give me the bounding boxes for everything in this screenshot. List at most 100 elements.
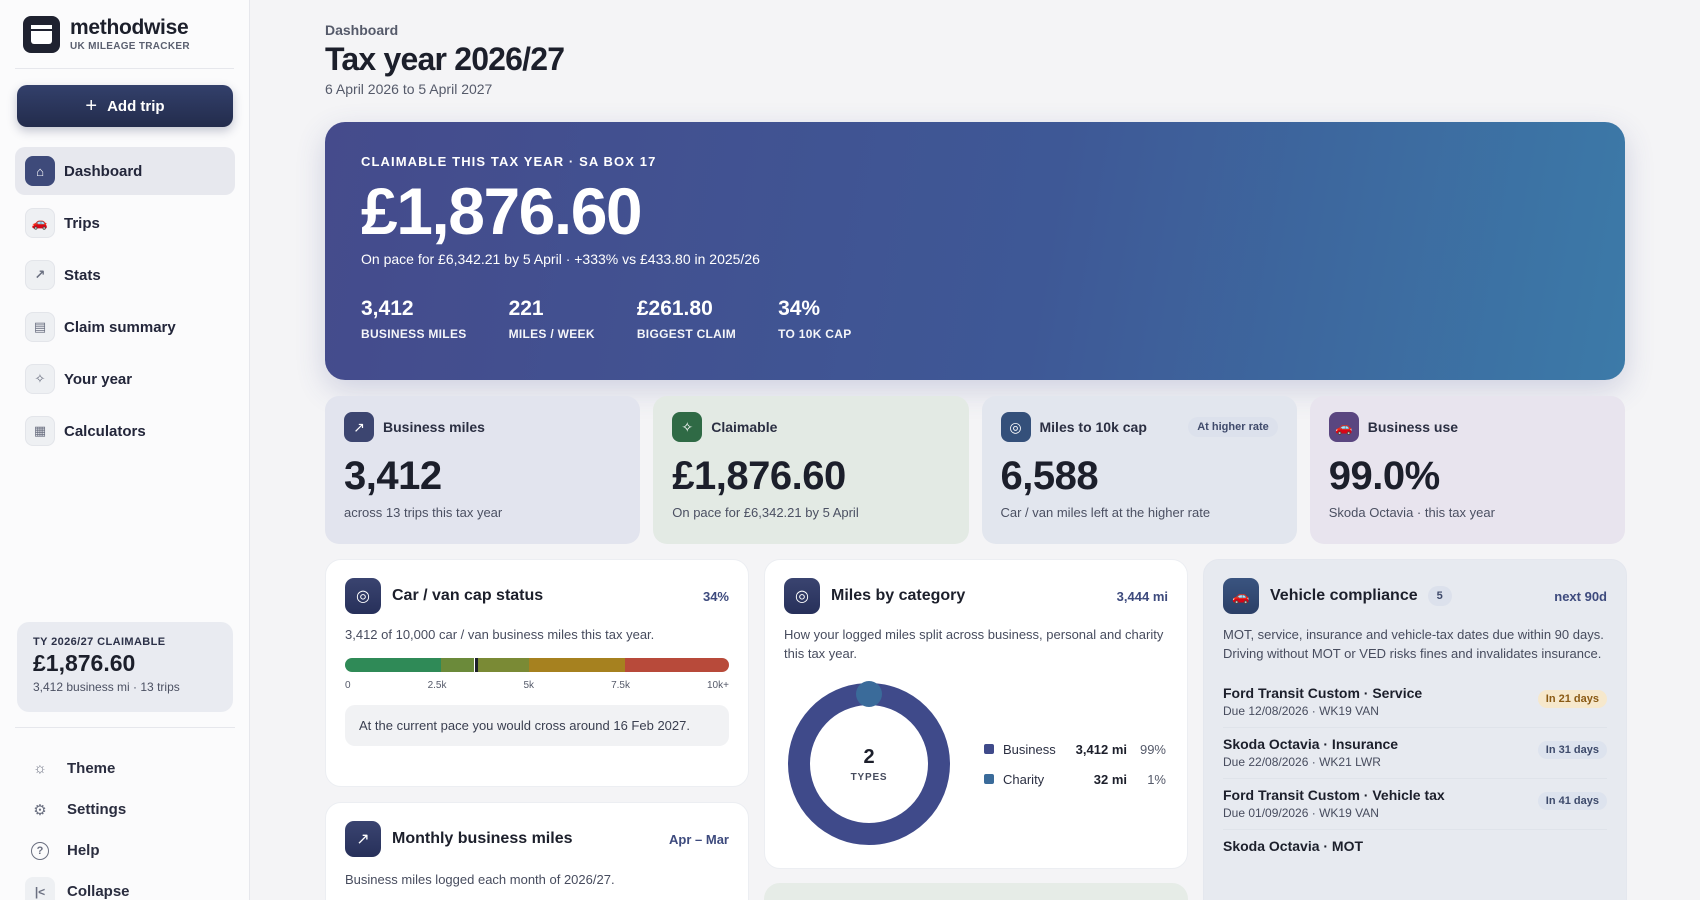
car-icon: 🚗 [1223, 578, 1259, 614]
sidebar-item-dashboard[interactable]: ⌂ Dashboard [15, 147, 235, 195]
page-subtitle: 6 April 2026 to 5 April 2027 [325, 81, 493, 97]
claimable-summary-sub: 3,412 business mi · 13 trips [33, 680, 180, 694]
hero-stat-value: 3,412 [361, 297, 414, 320]
cap-status-card: ◎ Car / van cap status 34% 3,412 of 10,0… [325, 559, 749, 787]
kpi-value: 6,588 [1000, 454, 1099, 498]
cap-percent: 34% [702, 588, 729, 604]
help-button[interactable]: ? Help [25, 830, 130, 871]
hero-stat-value: £261.80 [636, 297, 713, 320]
card-title: Monthly business miles [392, 830, 573, 847]
kpi-value: 3,412 [344, 454, 442, 498]
hero-stat: £261.80 BIGGEST CLAIM [637, 297, 736, 341]
cap-progress-marker [475, 657, 479, 672]
cap-bar-segment [625, 657, 729, 672]
compliance-item-name: Ford Transit Custom · Vehicle tax [1223, 787, 1445, 803]
count-badge: 5 [1427, 586, 1452, 606]
claimable-hero: CLAIMABLE THIS TAX YEAR · SA BOX 17 £1,8… [325, 122, 1625, 380]
kpi-business-use[interactable]: 🚗 Business use 99.0% Skoda Octavia · thi… [1309, 396, 1625, 544]
sidebar-item-trips[interactable]: 🚗 Trips [15, 199, 235, 247]
compliance-item-due: Due 12/08/2026 · WK19 VAN [1223, 704, 1379, 718]
next-card-preview [764, 883, 1188, 900]
add-trip-button[interactable]: + Add trip [17, 85, 233, 127]
home-icon: ⌂ [25, 156, 55, 186]
sidebar-item-stats[interactable]: ↗ Stats [15, 251, 235, 299]
chart-legend: Business 3,412 mi 99% Charity 32 mi 1% [984, 734, 1166, 794]
settings-button[interactable]: ⚙ Settings [25, 789, 130, 830]
theme-button[interactable]: ☼ Theme [25, 748, 130, 789]
sidebar-divider [15, 727, 235, 728]
kpi-miles-to-cap[interactable]: ◎ Miles to 10k cap At higher rate 6,588 … [981, 396, 1297, 544]
help-icon: ? [31, 841, 49, 860]
compliance-window: next 90d [1554, 588, 1607, 604]
donut-center-value: 2 [863, 745, 875, 768]
compliance-item-due: Due 01/09/2026 · WK19 VAN [1223, 806, 1379, 820]
gear-icon: ⚙ [33, 801, 47, 819]
plus-icon: + [85, 94, 98, 117]
cap-bar-segment [475, 657, 530, 672]
cap-bar-segment [529, 657, 626, 672]
cap-bar-segment [441, 657, 476, 672]
list-item[interactable]: Ford Transit Custom · Service Due 12/08/… [1223, 677, 1607, 728]
legend-label: Charity [1003, 771, 1045, 787]
sidebar-item-label: Claim summary [64, 318, 176, 336]
cap-bar-segment [345, 657, 441, 672]
sidebar-item-label: Your year [64, 370, 133, 388]
list-item[interactable]: Ford Transit Custom · Vehicle tax Due 01… [1223, 779, 1607, 830]
tick-label: 7.5k [611, 679, 630, 691]
trend-icon: ↗ [345, 821, 381, 857]
sidebar-divider [15, 68, 234, 69]
tick-label: 2.5k [427, 679, 447, 691]
card-description: MOT, service, insurance and vehicle-tax … [1223, 627, 1604, 661]
compliance-list: Ford Transit Custom · Service Due 12/08/… [1223, 677, 1607, 863]
brand-subtitle: UK MILEAGE TRACKER [70, 40, 190, 52]
compliance-item-due: Due 22/08/2026 · WK21 LWR [1223, 755, 1381, 769]
list-item[interactable]: Skoda Octavia · MOT [1223, 830, 1607, 863]
due-badge: In 41 days [1537, 792, 1607, 810]
legend-swatch [984, 744, 994, 754]
legend-value: 32 mi [1093, 771, 1127, 787]
collapse-icon: |< [25, 876, 55, 900]
theme-label: Theme [67, 760, 116, 777]
sun-icon: ☼ [33, 760, 47, 777]
monthly-miles-card: ↗ Monthly business miles Apr – Mar Busin… [325, 802, 749, 900]
legend-value: 3,412 mi [1075, 741, 1127, 757]
kpi-claimable[interactable]: ✧ Claimable £1,876.60 On pace for £6,342… [653, 396, 969, 544]
sparkle-icon: ✧ [672, 412, 703, 442]
sidebar-item-label: Trips [64, 214, 100, 232]
sidebar-item-your-year[interactable]: ✧ Your year [15, 355, 235, 403]
category-donut-chart: 2 TYPES Business 3,412 mi 99% Charity 32… [784, 679, 1168, 849]
sidebar-item-calculators[interactable]: ▦ Calculators [15, 407, 235, 455]
settings-label: Settings [67, 801, 127, 818]
claimable-summary-label: TY 2026/27 CLAIMABLE [33, 636, 166, 648]
kpi-sub: Skoda Octavia · this tax year [1328, 505, 1495, 520]
breadcrumb[interactable]: Dashboard [325, 22, 399, 38]
hero-pace-text: On pace for £6,342.21 by 5 April · +333%… [361, 251, 760, 267]
sidebar-item-claim-summary[interactable]: ▤ Claim summary [15, 303, 235, 351]
donut-center-label: TYPES [850, 771, 888, 783]
card-title: Miles by category [831, 587, 966, 604]
target-icon: ◎ [784, 578, 820, 614]
trend-icon: ↗ [25, 260, 55, 290]
category-total: 3,444 mi [1116, 588, 1168, 604]
sidebar-nav: ⌂ Dashboard 🚗 Trips ↗ Stats ▤ Claim summ… [15, 147, 235, 459]
kpi-label: Miles to 10k cap [1039, 419, 1147, 435]
collapse-button[interactable]: |< Collapse [25, 871, 130, 900]
vehicle-compliance-card: 🚗 Vehicle compliance 5 next 90d MOT, ser… [1203, 559, 1627, 900]
legend-percent: 1% [1147, 771, 1166, 787]
list-item[interactable]: Skoda Octavia · Insurance Due 22/08/2026… [1223, 728, 1607, 779]
compliance-item-name: Skoda Octavia · MOT [1223, 838, 1364, 854]
sidebar-item-label: Calculators [64, 422, 146, 440]
due-badge: In 21 days [1537, 690, 1607, 708]
logo-icon [23, 15, 60, 53]
target-icon: ◎ [345, 578, 381, 614]
kpi-sub: On pace for £6,342.21 by 5 April [672, 505, 859, 520]
kpi-business-miles[interactable]: ↗ Business miles 3,412 across 13 trips t… [325, 396, 641, 544]
add-trip-label: Add trip [107, 97, 165, 115]
brand[interactable]: methodwise UK MILEAGE TRACKER [0, 0, 249, 68]
tick-label: 0 [345, 679, 351, 691]
hero-eyebrow: CLAIMABLE THIS TAX YEAR · SA BOX 17 [361, 154, 657, 169]
cap-axis-ticks: 0 2.5k 5k 7.5k 10k+ [345, 680, 729, 691]
calculator-icon: ▦ [25, 416, 55, 446]
claimable-summary-value: £1,876.60 [33, 650, 136, 676]
donut-center: 2 TYPES [784, 679, 954, 849]
